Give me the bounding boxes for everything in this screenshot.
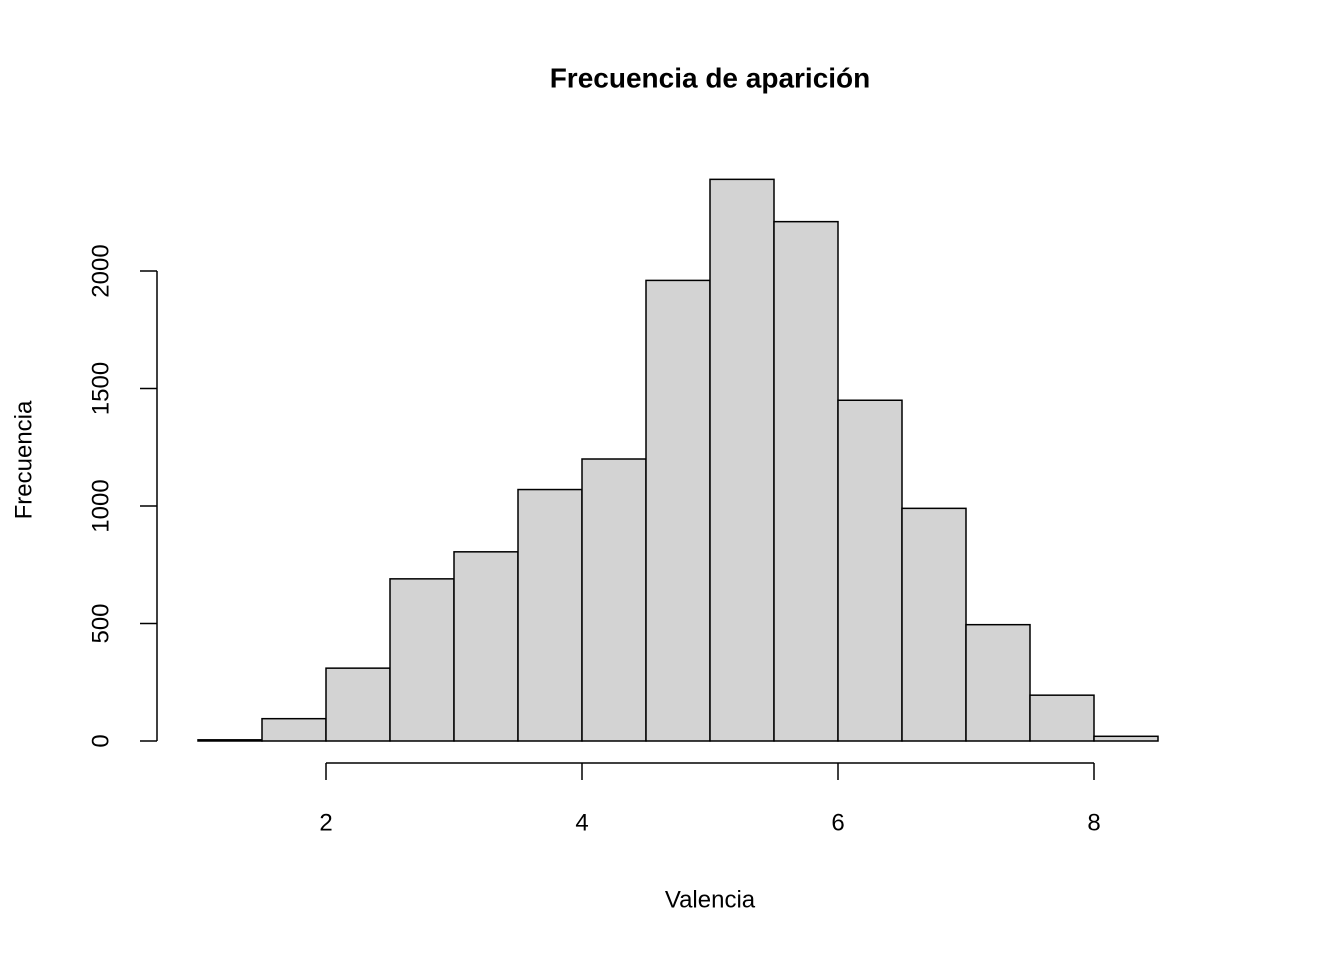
- bar: [837, 399, 903, 742]
- bar: [197, 739, 263, 742]
- bar: [389, 578, 455, 742]
- bar: [261, 717, 327, 742]
- chart-title: Frecuencia de aparición: [550, 62, 871, 93]
- bar: [645, 279, 711, 742]
- bar: [517, 488, 583, 742]
- y-tick-label: 0: [87, 734, 114, 747]
- x-tick-label: 6: [831, 809, 844, 836]
- bar: [709, 178, 775, 742]
- bar: [965, 623, 1031, 742]
- bar: [1093, 735, 1159, 742]
- y-tick-label: 1500: [87, 362, 114, 415]
- x-tick-label: 4: [575, 809, 588, 836]
- y-tick-label: 2000: [87, 244, 114, 297]
- bar: [325, 667, 391, 742]
- x-tick-label: 2: [319, 809, 332, 836]
- bar: [581, 458, 647, 742]
- y-tick-label: 1000: [87, 479, 114, 532]
- x-axis-label: Valencia: [665, 886, 756, 913]
- y-tick-label: 500: [87, 603, 114, 643]
- bar: [1029, 694, 1095, 742]
- x-tick-label: 8: [1087, 809, 1100, 836]
- y-axis-label: Frecuencia: [10, 400, 37, 519]
- bar: [773, 220, 839, 742]
- bar: [901, 507, 967, 742]
- bar: [453, 551, 519, 742]
